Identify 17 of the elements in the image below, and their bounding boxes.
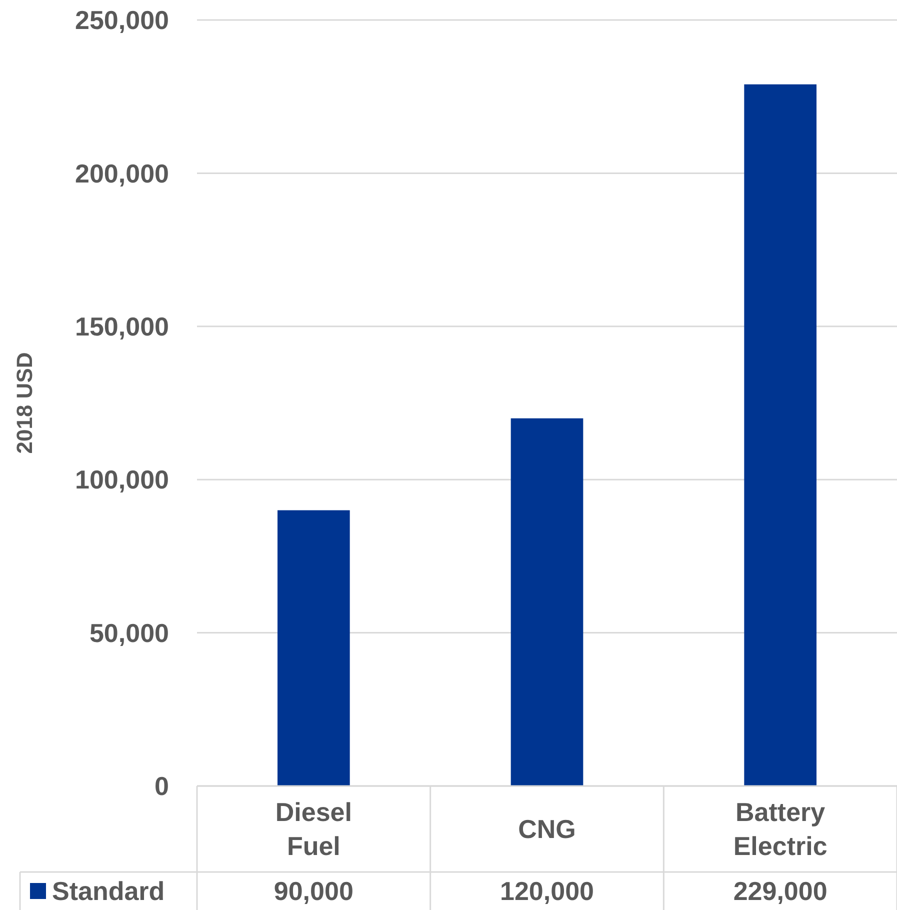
x-tick-label: Battery Electric bbox=[733, 797, 828, 862]
data-label: 229,000 bbox=[733, 876, 828, 906]
y-tick-label: 200,000 bbox=[75, 158, 169, 188]
x-tick-label: CNG bbox=[518, 814, 576, 844]
data-label: 120,000 bbox=[500, 876, 594, 906]
y-tick-label: 250,000 bbox=[75, 5, 169, 36]
bar bbox=[278, 510, 350, 786]
bar bbox=[744, 84, 816, 786]
y-axis-title: 2018 USD bbox=[12, 352, 37, 454]
legend-label: Standard bbox=[52, 876, 165, 906]
x-tick-label: Diesel Fuel bbox=[275, 797, 352, 862]
data-label: 90,000 bbox=[274, 876, 354, 906]
y-tick-label: 0 bbox=[154, 771, 169, 802]
y-tick-label: 50,000 bbox=[89, 618, 169, 648]
y-tick-label: 150,000 bbox=[75, 312, 169, 342]
y-tick-label: 100,000 bbox=[75, 464, 169, 495]
bar bbox=[510, 418, 584, 786]
